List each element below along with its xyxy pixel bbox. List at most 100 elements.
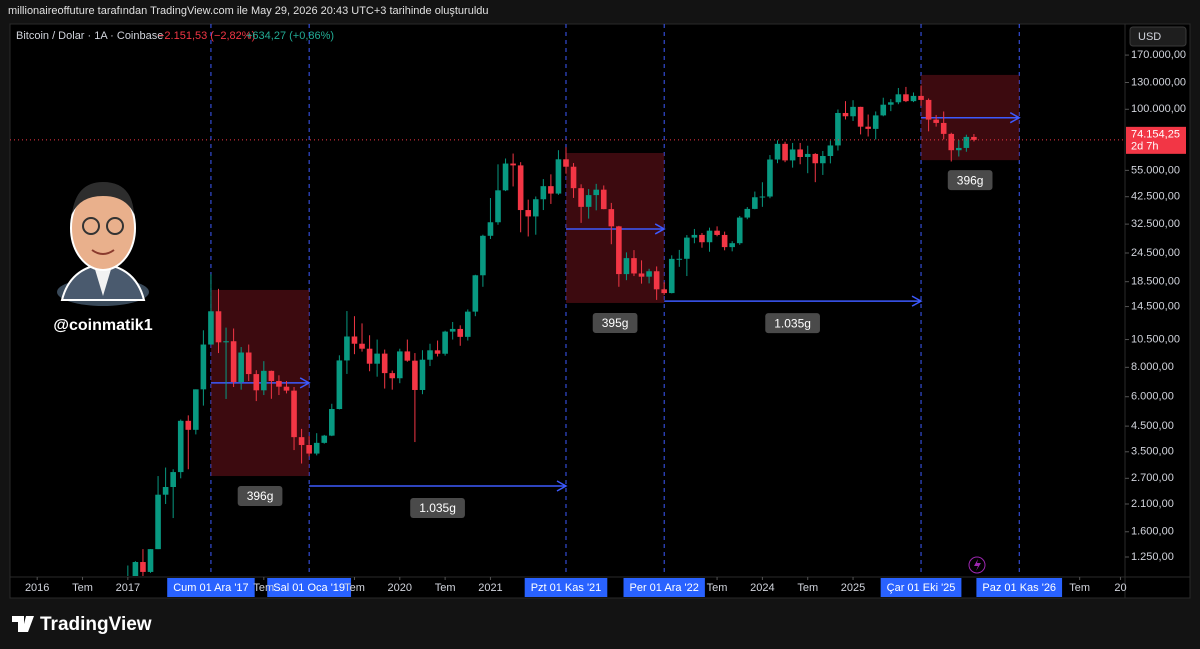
countdown-label: 2d 7h <box>1131 141 1159 153</box>
candle-body <box>321 435 328 443</box>
candle-body <box>842 112 849 117</box>
x-tick-label: 20 <box>1114 582 1126 594</box>
candle-body <box>480 235 486 276</box>
range-label: 396g <box>247 489 274 503</box>
arrow-head <box>654 223 666 235</box>
candle-body <box>147 549 154 572</box>
candle-body <box>200 344 207 390</box>
candle-body <box>457 328 464 337</box>
x-tick-label: Tem <box>1069 582 1090 594</box>
candle-body <box>918 95 924 100</box>
candle-body <box>971 136 977 140</box>
change-label: +634,27 (+0,86%) <box>246 30 334 42</box>
candle-body <box>767 159 773 197</box>
candle-body <box>276 380 282 387</box>
candle-body <box>729 243 735 248</box>
x-tick-label: 2017 <box>116 582 140 594</box>
candle-body <box>616 226 622 275</box>
candle-body <box>434 350 441 354</box>
candle-body <box>472 275 479 312</box>
candle-body <box>600 189 607 210</box>
x-tick-label: 2024 <box>750 582 774 594</box>
candle-body <box>548 186 554 194</box>
x-highlight-label: Çar 01 Eki '25 <box>887 582 956 594</box>
y-tick-label: 18.500,00 <box>1131 276 1180 288</box>
last-price-tag <box>1126 126 1186 154</box>
candle-body <box>495 190 501 223</box>
candle-body <box>419 359 426 390</box>
candle-body <box>850 106 856 117</box>
candle-body <box>661 289 667 294</box>
candle-body <box>449 328 456 332</box>
candle-body <box>910 95 917 102</box>
candle-body <box>691 234 698 238</box>
candle-body <box>140 562 146 572</box>
x-highlight-label: Pzt 01 Kas '21 <box>531 582 602 594</box>
candle-body <box>366 348 373 364</box>
y-tick-label: 6.000,00 <box>1131 391 1174 403</box>
y-tick-label: 170.000,00 <box>1131 49 1186 61</box>
candle-body <box>578 188 584 207</box>
alert-icon[interactable] <box>968 556 986 574</box>
y-tick-label: 14.500,00 <box>1131 300 1180 312</box>
candle-body <box>676 258 683 260</box>
x-highlight-bg <box>267 578 352 597</box>
plot-area <box>10 24 1125 576</box>
candle-body <box>487 222 494 236</box>
avatar <box>57 182 149 306</box>
candle-body <box>631 258 637 274</box>
candle-body <box>344 336 350 361</box>
candle-body <box>888 102 894 105</box>
candle-body <box>329 409 335 436</box>
y-tick-label: 24.500,00 <box>1131 247 1180 259</box>
candle-body <box>872 115 879 129</box>
candle-body <box>540 186 547 200</box>
candle-body <box>261 370 267 391</box>
x-highlight-label: Cum 01 Ara '17 <box>173 582 248 594</box>
x-highlight-bg <box>167 578 255 597</box>
candle-body <box>563 159 569 167</box>
candle-body <box>245 352 252 375</box>
x-highlight-bg <box>880 578 962 597</box>
y-tick-label: 1.250,00 <box>1131 551 1174 563</box>
arrow-head <box>556 480 568 492</box>
candle-body <box>532 199 539 217</box>
candle-body <box>721 234 728 248</box>
candle-body <box>895 94 902 103</box>
currency-label[interactable]: USD <box>1138 31 1161 43</box>
candle-body <box>223 341 229 343</box>
candle-body <box>820 156 826 164</box>
candle-body <box>699 234 705 243</box>
candle-body <box>789 149 796 161</box>
arrow-head <box>911 295 923 307</box>
candle-body <box>404 351 411 361</box>
candle-body <box>170 472 176 487</box>
candle-body <box>570 166 577 189</box>
candle-body <box>555 159 562 194</box>
x-tick-label: Tem <box>253 582 274 594</box>
candle-body <box>827 145 834 157</box>
x-tick-label: Tem <box>707 582 728 594</box>
candle-body <box>359 343 365 349</box>
candle-body <box>208 311 214 345</box>
x-tick-label: 2021 <box>478 582 502 594</box>
candle-body <box>782 143 788 161</box>
candle-body <box>442 331 448 354</box>
candle-body <box>193 389 199 430</box>
y-tick-label: 55.000,00 <box>1131 164 1180 176</box>
y-tick-label: 2.100,00 <box>1131 498 1174 510</box>
candle-body <box>948 133 955 151</box>
range-label-bg <box>592 312 638 333</box>
candle-body <box>880 104 887 116</box>
candle-body <box>744 208 751 218</box>
x-tick-label: Tem <box>435 582 456 594</box>
candle-body <box>427 350 433 360</box>
x-tick-label: Tem <box>797 582 818 594</box>
arrow-head <box>1009 112 1021 124</box>
candle-body <box>857 106 864 127</box>
candle-body <box>933 119 939 123</box>
candle-body <box>585 195 592 207</box>
span-label-bg <box>410 497 465 518</box>
currency-button[interactable] <box>1129 26 1187 47</box>
